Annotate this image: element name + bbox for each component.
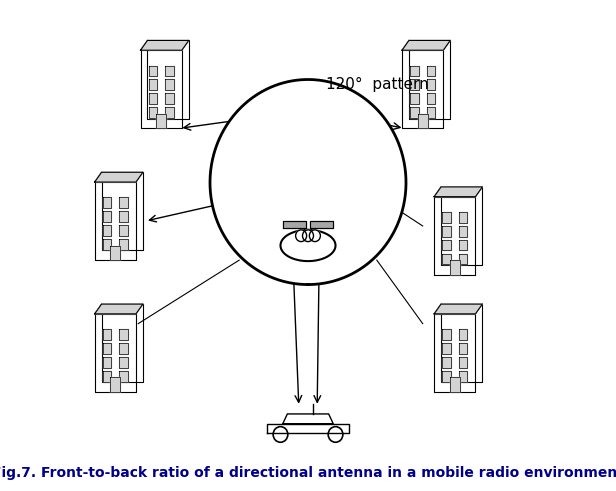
Text: Fig.7. Front-to-back ratio of a directional antenna in a mobile radio environmen: Fig.7. Front-to-back ratio of a directio… — [0, 466, 616, 480]
Polygon shape — [450, 377, 460, 392]
Polygon shape — [149, 107, 157, 118]
Polygon shape — [402, 50, 444, 128]
Text: 120°  pattern: 120° pattern — [326, 77, 429, 92]
Polygon shape — [103, 343, 111, 354]
Polygon shape — [149, 93, 157, 104]
Polygon shape — [120, 371, 128, 382]
Polygon shape — [434, 304, 482, 314]
Polygon shape — [427, 80, 435, 90]
Polygon shape — [459, 240, 467, 250]
Polygon shape — [140, 50, 182, 128]
Polygon shape — [410, 93, 418, 104]
Polygon shape — [459, 329, 467, 340]
Polygon shape — [120, 197, 128, 208]
Polygon shape — [450, 260, 460, 275]
Polygon shape — [95, 182, 136, 260]
Polygon shape — [442, 254, 451, 264]
Polygon shape — [442, 357, 451, 368]
Polygon shape — [442, 371, 451, 382]
Polygon shape — [283, 414, 333, 424]
Circle shape — [302, 230, 314, 242]
Polygon shape — [165, 80, 174, 90]
Polygon shape — [459, 357, 467, 368]
Polygon shape — [418, 114, 428, 128]
Polygon shape — [442, 212, 451, 223]
Polygon shape — [434, 314, 476, 392]
Circle shape — [273, 427, 288, 442]
Polygon shape — [120, 343, 128, 354]
Polygon shape — [165, 107, 174, 118]
Polygon shape — [427, 107, 435, 118]
Polygon shape — [434, 197, 476, 275]
Polygon shape — [410, 65, 418, 76]
Polygon shape — [442, 343, 451, 354]
Polygon shape — [103, 371, 111, 382]
Polygon shape — [310, 221, 333, 228]
Polygon shape — [165, 65, 174, 76]
Polygon shape — [442, 329, 451, 340]
Polygon shape — [280, 230, 336, 261]
Polygon shape — [149, 65, 157, 76]
Polygon shape — [103, 197, 111, 208]
Circle shape — [309, 230, 320, 242]
Polygon shape — [120, 329, 128, 340]
Polygon shape — [283, 221, 306, 228]
Polygon shape — [149, 80, 157, 90]
Polygon shape — [95, 172, 143, 182]
Polygon shape — [103, 211, 111, 222]
Polygon shape — [442, 226, 451, 237]
Polygon shape — [110, 246, 120, 260]
Polygon shape — [103, 329, 111, 340]
Polygon shape — [103, 357, 111, 368]
Polygon shape — [120, 357, 128, 368]
Polygon shape — [120, 239, 128, 250]
Polygon shape — [427, 65, 435, 76]
Polygon shape — [140, 40, 188, 50]
Polygon shape — [120, 225, 128, 236]
Polygon shape — [402, 40, 450, 50]
Polygon shape — [459, 212, 467, 223]
Polygon shape — [210, 80, 406, 285]
Polygon shape — [434, 187, 482, 197]
Polygon shape — [459, 254, 467, 264]
Polygon shape — [103, 225, 111, 236]
Circle shape — [328, 427, 343, 442]
Polygon shape — [110, 377, 120, 392]
Polygon shape — [120, 211, 128, 222]
Polygon shape — [459, 226, 467, 237]
Polygon shape — [427, 93, 435, 104]
Polygon shape — [103, 239, 111, 250]
Polygon shape — [95, 304, 143, 314]
Polygon shape — [410, 80, 418, 90]
Polygon shape — [267, 424, 349, 434]
Polygon shape — [95, 314, 136, 392]
Polygon shape — [459, 371, 467, 382]
Polygon shape — [156, 114, 166, 128]
Polygon shape — [459, 343, 467, 354]
Polygon shape — [165, 93, 174, 104]
Polygon shape — [410, 107, 418, 118]
Polygon shape — [442, 240, 451, 250]
Circle shape — [296, 230, 307, 242]
